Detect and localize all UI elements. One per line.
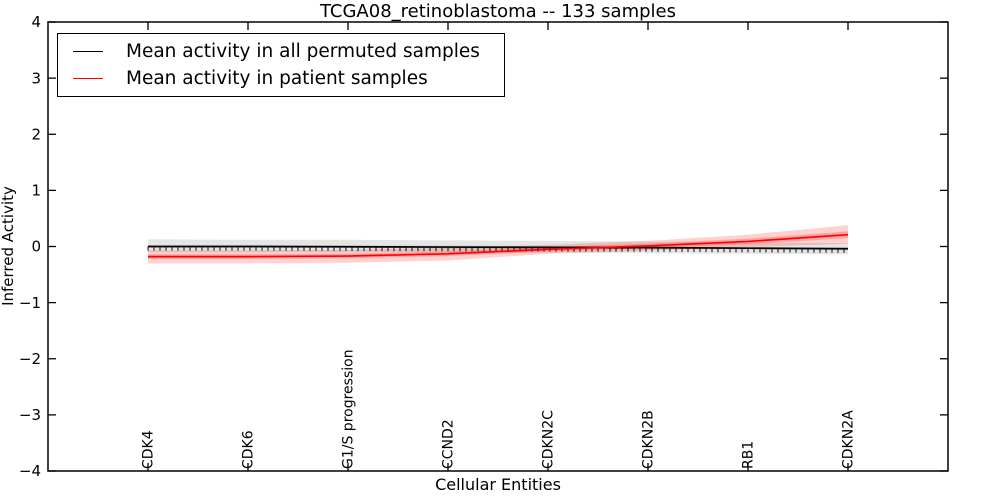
y-tick-label: 1 <box>31 182 41 200</box>
y-tick-label: −2 <box>19 350 41 368</box>
x-tick-label: CCND2 <box>441 419 457 469</box>
legend-label-patient: Mean activity in patient samples <box>126 68 428 89</box>
series-1-outer-band <box>148 225 848 264</box>
x-tick-label: CDK4 <box>141 430 157 469</box>
permuted-line-sample-icon <box>73 51 103 52</box>
x-tick-label: CDKN2C <box>541 410 557 469</box>
y-tick-label: 2 <box>31 125 41 143</box>
x-axis-label: Cellular Entities <box>435 475 561 494</box>
legend-item-permuted: Mean activity in all permuted samples <box>73 38 504 65</box>
y-tick-label: 0 <box>31 238 41 256</box>
x-tick-label: G1/S progression <box>341 349 357 469</box>
y-tick-label: −1 <box>19 294 41 312</box>
legend-label-permuted: Mean activity in all permuted samples <box>126 41 480 62</box>
x-tick-label: RB1 <box>741 441 757 469</box>
legend: Mean activity in all permuted samples Me… <box>57 33 505 97</box>
series-1-line <box>148 233 849 258</box>
x-tick-label: CDKN2A <box>841 410 857 469</box>
x-tick-label: CDK6 <box>241 430 257 469</box>
y-tick-label: 4 <box>31 13 41 31</box>
legend-item-patient: Mean activity in patient samples <box>73 65 504 92</box>
series-0-line <box>148 245 849 250</box>
x-tick-label: CDKN2B <box>641 410 657 469</box>
y-tick-label: 3 <box>31 69 41 87</box>
chart-title: TCGA08_retinoblastoma -- 133 samples <box>319 1 677 22</box>
y-axis-label: Inferred Activity <box>0 186 17 306</box>
y-tick-label: −4 <box>19 462 41 480</box>
patient-line-sample-icon <box>73 78 103 79</box>
y-tick-label: −3 <box>19 406 41 424</box>
